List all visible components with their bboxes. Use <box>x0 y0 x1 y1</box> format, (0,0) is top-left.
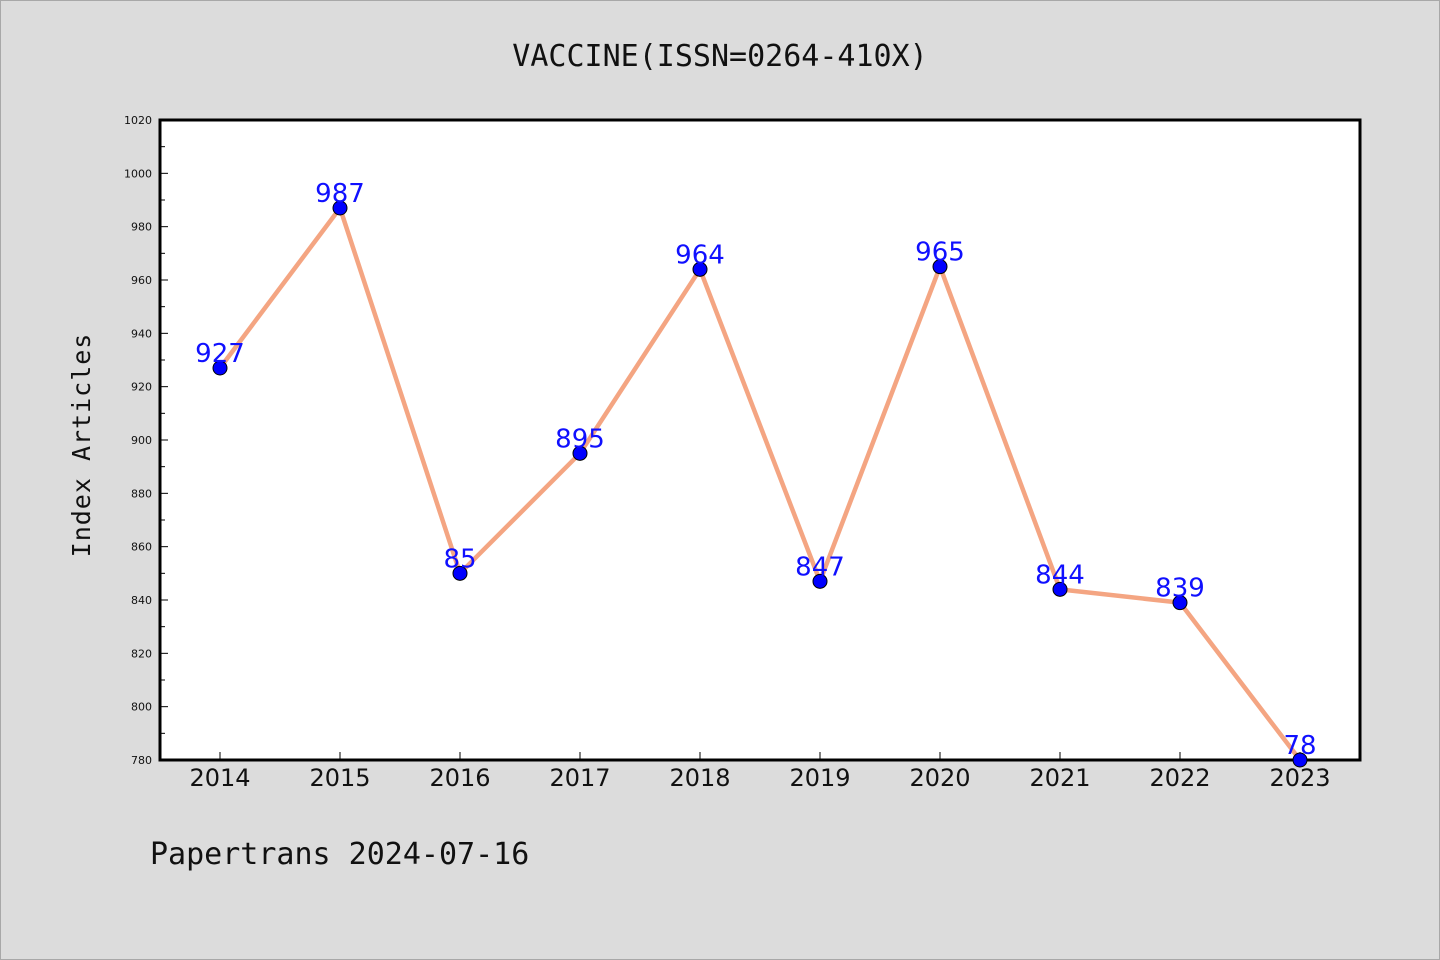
data-label: 964 <box>675 240 725 270</box>
x-tick-label: 2014 <box>189 764 250 792</box>
data-label: 844 <box>1035 560 1085 590</box>
y-tick-label: 860 <box>131 541 152 554</box>
data-label: 78 <box>1283 731 1316 761</box>
data-label: 839 <box>1155 574 1205 604</box>
y-tick-label: 780 <box>131 754 152 767</box>
data-point <box>812 573 828 589</box>
x-tick-label: 2022 <box>1149 764 1210 792</box>
x-tick-label: 2018 <box>669 764 730 792</box>
y-tick-label: 1020 <box>124 114 152 127</box>
x-tick-label: 2015 <box>309 764 370 792</box>
footer-text: Papertrans 2024-07-16 <box>150 837 529 872</box>
y-tick-label: 800 <box>131 701 152 714</box>
y-tick-label: 940 <box>131 327 152 340</box>
data-label: 895 <box>555 424 605 454</box>
y-tick-label: 880 <box>131 487 152 500</box>
y-tick-label: 900 <box>131 434 152 447</box>
data-label: 927 <box>195 339 245 369</box>
y-tick-label: 980 <box>131 221 152 234</box>
series-line-group: 927 987 85 895 964 847 965 844 839 78 <box>195 179 1317 768</box>
data-point <box>1172 595 1188 611</box>
y-tick-label: 820 <box>131 647 152 660</box>
data-point <box>452 565 468 581</box>
data-point <box>692 261 708 277</box>
y-axis-label: Index Articles <box>67 333 96 558</box>
data-point <box>1292 752 1308 768</box>
plot-area <box>158 118 1362 762</box>
chart-title: VACCINE(ISSN=0264-410X) <box>512 39 927 74</box>
y-tick-label: 1000 <box>124 167 152 180</box>
y-tick-label: 920 <box>131 381 152 394</box>
x-tick-label: 2016 <box>429 764 490 792</box>
data-point <box>572 445 588 461</box>
x-tick-label: 2020 <box>909 764 970 792</box>
y-tick-label: 840 <box>131 594 152 607</box>
x-tick-label: 2021 <box>1029 764 1090 792</box>
data-point <box>932 259 948 275</box>
x-tick-label: 2023 <box>1269 764 1330 792</box>
data-label: 987 <box>315 179 365 209</box>
x-tick-label: 2017 <box>549 764 610 792</box>
data-label: 847 <box>795 552 845 582</box>
series-line <box>217 205 1303 763</box>
y-tick-label: 960 <box>131 274 152 287</box>
data-label: 85 <box>443 544 476 574</box>
data-label: 965 <box>915 238 965 268</box>
x-axis: 2014 2015 2016 2017 2018 2019 2020 2021 2022 2023 <box>189 752 1331 792</box>
data-point <box>212 360 228 376</box>
data-point <box>1052 581 1068 597</box>
data-point <box>332 200 348 216</box>
x-tick-label: 2019 <box>789 764 850 792</box>
y-axis: 780 800 820 840 860 880 900 920 940 960 980 1000 102… <box>124 114 168 767</box>
